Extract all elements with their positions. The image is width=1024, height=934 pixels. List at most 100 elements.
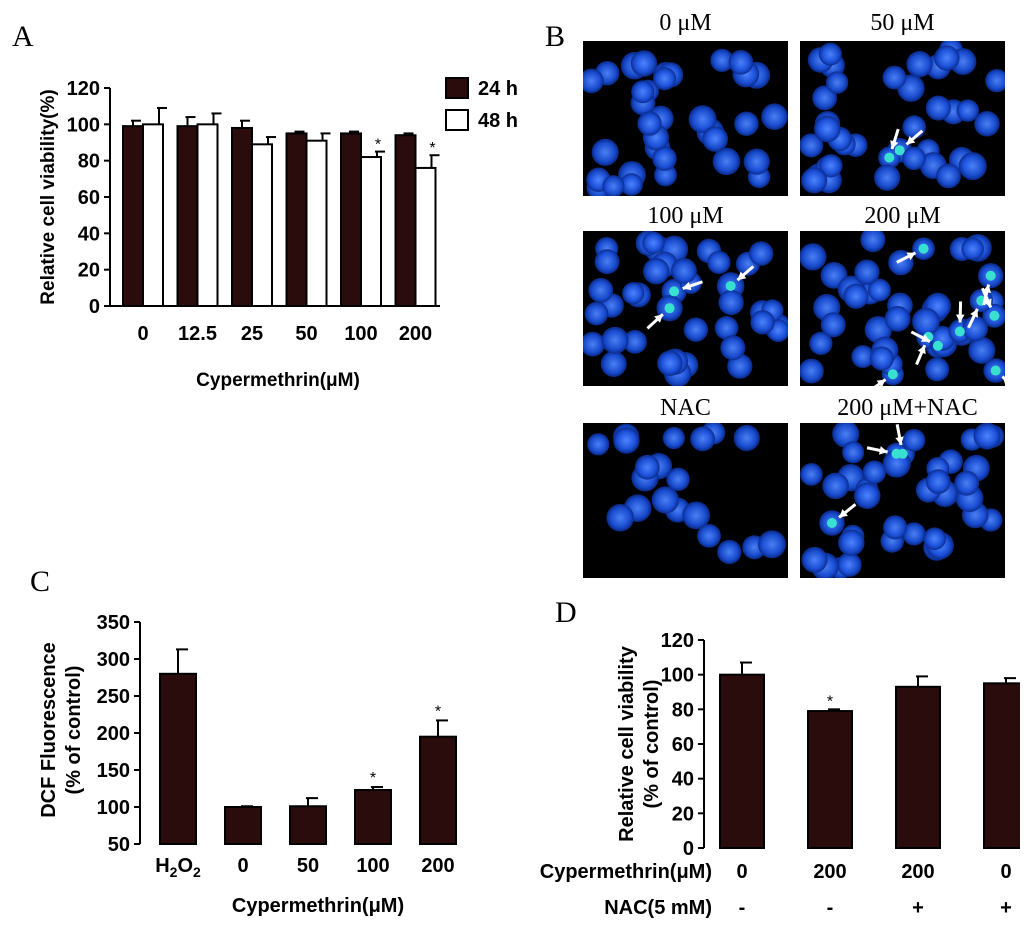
bar [983, 682, 1020, 850]
y-tick-label: 60 [672, 734, 694, 756]
cell-nucleus [594, 249, 620, 275]
micrograph-image [800, 41, 1005, 196]
cell-nucleus [973, 423, 1001, 450]
cell-nucleus [838, 529, 865, 556]
cell-nucleus [613, 427, 640, 454]
apoptotic-nucleus [884, 152, 895, 163]
micrograph-image [583, 231, 788, 386]
cell-nucleus [733, 424, 760, 452]
cell-nucleus [697, 523, 721, 548]
cell-nucleus [710, 48, 734, 73]
arrow-head-icon [876, 379, 886, 386]
apoptotic-nucleus [932, 340, 943, 351]
arrow-head-icon [970, 308, 978, 318]
cell-nucleus [874, 164, 901, 191]
condition-value: + [1000, 897, 1012, 919]
bar [354, 788, 392, 845]
arrow-head-icon [682, 281, 692, 291]
cell-nucleus [800, 243, 827, 271]
bar [122, 125, 144, 308]
cell-nucleus [956, 99, 979, 122]
y-tick-label: 20 [78, 260, 100, 282]
y-tick-label: 300 [97, 649, 130, 671]
bar [895, 685, 941, 849]
cell-nucleus [606, 503, 634, 532]
y-tick-label: 20 [672, 803, 694, 825]
cell-nucleus [743, 148, 770, 175]
y-axis-label: DCF Fluorescence [38, 642, 60, 818]
x-tick-label: 0 [237, 855, 248, 877]
cell-nucleus [683, 317, 709, 342]
x-tick-label: 25 [241, 323, 263, 345]
cell-nucleus [653, 67, 677, 91]
micrograph-caption: 0 μM [659, 10, 712, 36]
bar [176, 125, 199, 308]
cell-nucleus [728, 49, 754, 75]
arrow-head-icon [839, 509, 848, 518]
cell-nucleus [853, 482, 881, 509]
y-tick-label: 80 [672, 699, 694, 721]
cell-nucleus [862, 460, 886, 484]
micrograph-caption: 200 μM [864, 203, 941, 229]
bar [196, 123, 219, 308]
apoptotic-nucleus [891, 448, 902, 459]
cell-nucleus [825, 71, 849, 94]
y-tick-label: 120 [67, 78, 100, 100]
cell-nucleus [867, 278, 891, 302]
cell-nucleus [720, 335, 746, 361]
cell-nucleus [666, 467, 690, 492]
cell-nucleus [734, 111, 759, 136]
bar [414, 166, 437, 307]
panel-letter-b: B [545, 20, 566, 53]
cell-nucleus [954, 470, 980, 496]
cell-nucleus [702, 126, 729, 152]
bar [159, 672, 197, 845]
cell-nucleus [842, 441, 865, 464]
cell-nucleus [587, 433, 610, 456]
y-tick-label: 0 [683, 838, 694, 860]
legend-swatch [445, 77, 469, 99]
y-tick-label: 350 [97, 612, 130, 634]
x-tick-label: 200 [399, 323, 432, 345]
cell-nucleus [864, 316, 892, 344]
cell-nucleus [843, 283, 869, 309]
legend-label: 24 h [478, 78, 518, 100]
legend-label: 48 h [478, 110, 518, 132]
bar [360, 156, 382, 307]
apoptotic-nucleus [990, 365, 1001, 376]
micrograph-caption: 200 μM+NAC [837, 395, 978, 421]
arrow-head-icon [982, 284, 992, 294]
x-tick-label: H2O2 [155, 855, 201, 880]
significance-mark: * [435, 703, 441, 720]
y-tick-label: 0 [89, 296, 100, 318]
cell-nucleus [883, 515, 908, 540]
condition-value: 200 [901, 861, 934, 883]
bar [289, 805, 327, 845]
cell-nucleus [622, 282, 645, 305]
cell-nucleus [707, 250, 731, 275]
bar [305, 139, 328, 307]
condition-value: - [739, 897, 746, 919]
cell-nucleus [819, 154, 843, 178]
chart-a: 0 20 40 60 80 100 120 0 12.5 25 50 100 200 * * 24 h 48 h… [38, 77, 518, 391]
micrograph-svg [800, 231, 1005, 386]
significance-mark: * [429, 140, 435, 157]
cell-nucleus [822, 472, 849, 500]
cell-nucleus [854, 259, 880, 285]
cell-nucleus [623, 329, 647, 354]
cell-nucleus [690, 426, 716, 452]
arrow-head-icon [955, 314, 965, 323]
cell-nucleus [882, 65, 907, 90]
cell-nucleus [813, 115, 841, 143]
cell-nucleus [657, 350, 683, 376]
bar [224, 806, 262, 845]
y-tick-label: 40 [672, 769, 694, 791]
cell-nucleus [809, 331, 833, 356]
cell-nucleus [671, 258, 697, 284]
cell-nucleus [750, 310, 775, 335]
cell-nucleus [688, 105, 717, 134]
micrograph-svg [583, 48, 788, 196]
cell-nucleus [985, 68, 1005, 93]
micrograph-svg [800, 423, 1005, 578]
cell-nucleus [820, 312, 846, 338]
